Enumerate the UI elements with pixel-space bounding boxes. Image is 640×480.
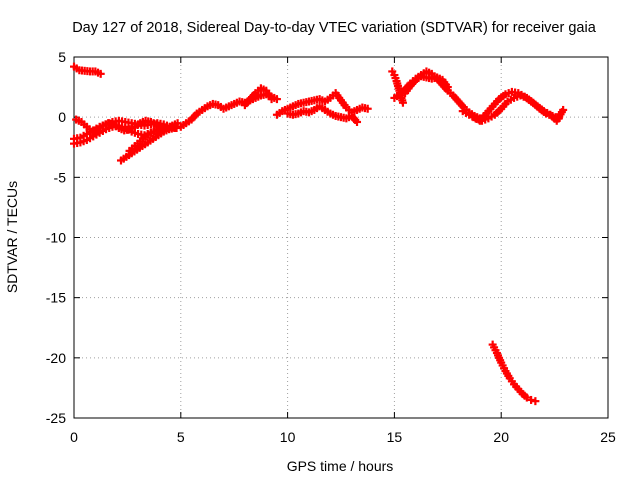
y-axis-label: SDTVAR / TECUs (4, 181, 20, 293)
chart-title: Day 127 of 2018, Sidereal Day-to-day VTE… (72, 20, 597, 36)
data-point (559, 105, 568, 114)
y-tick-label: 5 (58, 49, 66, 65)
x-tick-label: 0 (70, 429, 78, 445)
y-tick-label: -20 (46, 350, 66, 366)
data-point (267, 95, 276, 104)
ticks: 0 5 10 15 20 25 5 0 -5 -10 -15 -20 -25 (46, 49, 616, 445)
data-point (157, 125, 166, 134)
data-point (170, 123, 179, 132)
x-tick-label: 5 (177, 429, 185, 445)
y-tick-label: -10 (46, 230, 66, 246)
data-point (353, 117, 362, 126)
grid (74, 57, 608, 418)
data-points (70, 62, 568, 406)
y-tick-label: -15 (46, 290, 66, 306)
x-tick-label: 20 (493, 429, 509, 445)
y-tick-label: -5 (54, 169, 67, 185)
data-point (531, 397, 540, 406)
x-tick-label: 25 (600, 429, 616, 445)
x-axis-label: GPS time / hours (287, 458, 394, 474)
y-tick-label: -25 (46, 410, 66, 426)
x-tick-label: 15 (387, 429, 403, 445)
y-tick-label: 0 (58, 109, 66, 125)
data-point (443, 83, 452, 92)
data-point (96, 69, 105, 78)
data-point (398, 98, 407, 107)
data-point (363, 104, 372, 113)
x-tick-label: 10 (280, 429, 296, 445)
data-point (522, 393, 531, 402)
data-point (527, 395, 536, 404)
